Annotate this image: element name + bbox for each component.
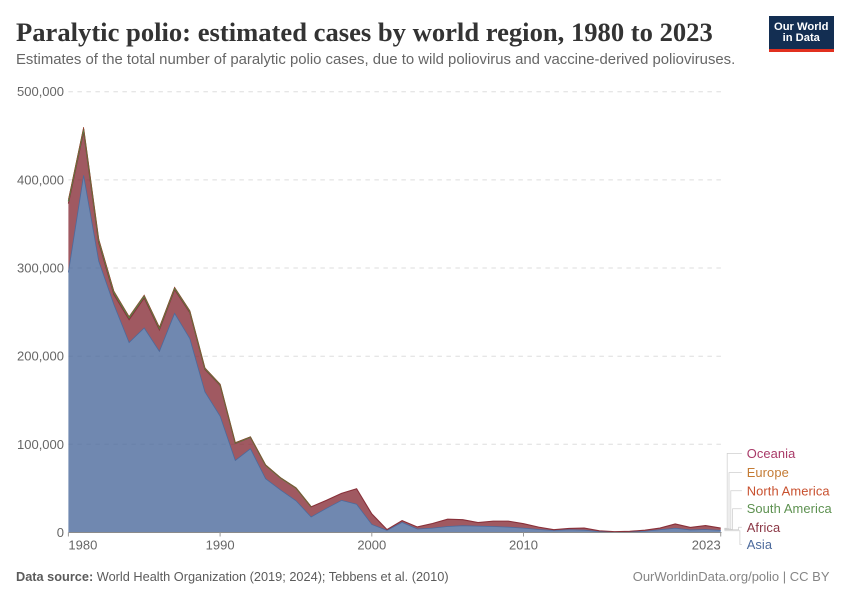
svg-text:Asia: Asia: [747, 537, 773, 552]
svg-text:Europe: Europe: [747, 465, 789, 480]
svg-text:100,000: 100,000: [17, 437, 64, 452]
svg-text:Africa: Africa: [747, 520, 781, 535]
svg-text:2000: 2000: [357, 538, 386, 553]
svg-text:1990: 1990: [206, 538, 235, 553]
svg-text:Oceania: Oceania: [747, 446, 796, 461]
svg-text:200,000: 200,000: [17, 349, 64, 364]
svg-text:300,000: 300,000: [17, 261, 64, 276]
svg-text:North America: North America: [747, 483, 831, 498]
svg-text:South America: South America: [747, 501, 833, 516]
svg-text:1980: 1980: [68, 538, 97, 553]
svg-text:2010: 2010: [509, 538, 538, 553]
svg-text:400,000: 400,000: [17, 172, 64, 187]
svg-text:2023: 2023: [692, 538, 721, 553]
svg-text:500,000: 500,000: [17, 84, 64, 99]
svg-text:0: 0: [57, 525, 64, 540]
